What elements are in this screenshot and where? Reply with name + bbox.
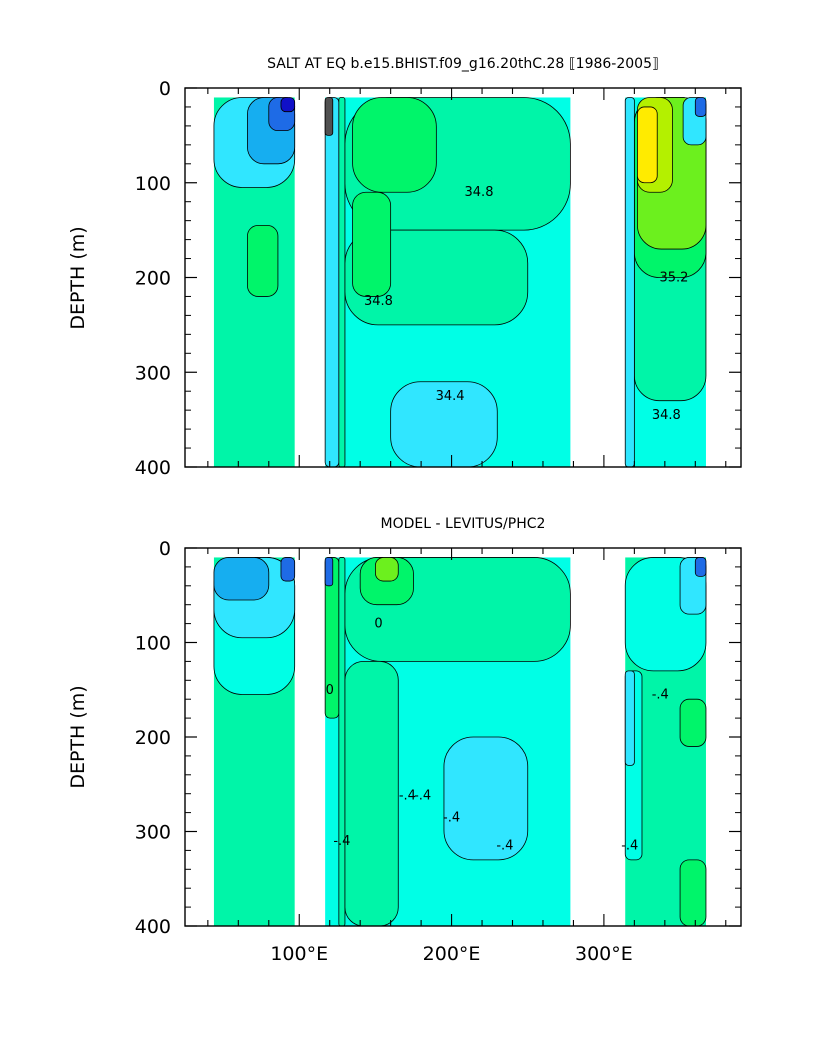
contour-fill xyxy=(324,97,340,467)
chart-title: MODEL - LEVITUS/PHC2 xyxy=(381,516,546,532)
x-tick-label: 200°E xyxy=(423,943,481,965)
y-tick-label: 100 xyxy=(135,173,171,195)
contour-label: -.4 xyxy=(496,839,513,854)
contour-fill xyxy=(280,557,296,582)
contour-fill xyxy=(338,97,346,467)
basin-pacific xyxy=(324,97,571,467)
axis-ticks: 0 100 200 300 400 xyxy=(135,78,741,479)
contour-labels: 34.8 34.8 34.4 35.2 34.8 xyxy=(364,185,688,423)
chart-title: SALT AT EQ b.e15.BHIST.f09_g16.20thC.28 … xyxy=(267,56,659,72)
contour-label: 34.4 xyxy=(436,389,465,404)
y-tick-label: 400 xyxy=(135,916,171,938)
contour-label: 34.8 xyxy=(652,408,681,423)
contour-fill xyxy=(247,224,279,297)
contour-label: 34.8 xyxy=(465,185,494,200)
axis-ticks: 0 100 200 300 400 100°E 200°E 300°E xyxy=(135,538,741,965)
y-tick-label: 0 xyxy=(159,538,171,560)
contour-fill xyxy=(213,557,270,601)
contour-fill xyxy=(324,557,334,587)
y-tick-label: 0 xyxy=(159,78,171,100)
salinity-panel: SALT AT EQ b.e15.BHIST.f09_g16.20thC.28 … xyxy=(67,56,742,479)
contour-fill xyxy=(390,381,498,467)
contour-label: -.4 xyxy=(414,789,431,804)
contour-label: -.4 xyxy=(652,687,669,702)
difference-panel: MODEL - LEVITUS/PHC2 00-.4-.4-.4-.4 -.4-.… xyxy=(67,516,742,965)
y-axis-label: DEPTH (m) xyxy=(67,685,89,788)
x-tick-label: 300°E xyxy=(575,943,633,965)
y-tick-label: 100 xyxy=(135,633,171,655)
contour-label: -.4 xyxy=(621,839,638,854)
difference-field xyxy=(213,557,707,926)
contour-label: -.4 xyxy=(399,789,416,804)
salinity-field xyxy=(213,97,707,467)
contour-fill xyxy=(694,97,707,117)
y-tick-label: 300 xyxy=(135,362,171,384)
contour-fill xyxy=(344,661,399,926)
basin-atlantic xyxy=(624,557,707,926)
contour-fill xyxy=(637,106,658,184)
contour-fill xyxy=(375,557,399,582)
contour-label: 35.2 xyxy=(659,271,688,286)
contour-fill xyxy=(324,97,334,136)
y-axis-label: DEPTH (m) xyxy=(67,226,89,329)
basin-indian xyxy=(213,557,296,926)
contour-label: 34.8 xyxy=(364,294,393,309)
y-tick-label: 200 xyxy=(135,268,171,290)
contour-fill xyxy=(624,97,635,467)
contour-fill xyxy=(679,859,707,926)
contour-label: -.4 xyxy=(333,834,350,849)
y-tick-label: 200 xyxy=(135,727,171,749)
contour-fill xyxy=(624,670,635,766)
y-tick-label: 300 xyxy=(135,822,171,844)
x-tick-label: 100°E xyxy=(270,943,328,965)
contour-fill xyxy=(443,736,529,861)
basin-indian xyxy=(213,97,296,467)
contour-fill xyxy=(280,97,296,113)
contour-label: -.4 xyxy=(443,810,460,825)
y-tick-label: 400 xyxy=(135,457,171,479)
basin-pacific xyxy=(324,557,571,926)
basin-atlantic xyxy=(624,97,707,467)
contour-fill xyxy=(352,97,437,193)
contour-fill xyxy=(352,191,392,297)
contour-fill xyxy=(679,698,707,747)
contour-fill xyxy=(338,557,346,926)
contour-label: 0 xyxy=(374,617,382,632)
contour-fill xyxy=(694,557,707,577)
contour-labels: 00-.4-.4-.4-.4 -.4-.4-.4 xyxy=(326,617,669,854)
contour-label: 0 xyxy=(326,683,334,698)
